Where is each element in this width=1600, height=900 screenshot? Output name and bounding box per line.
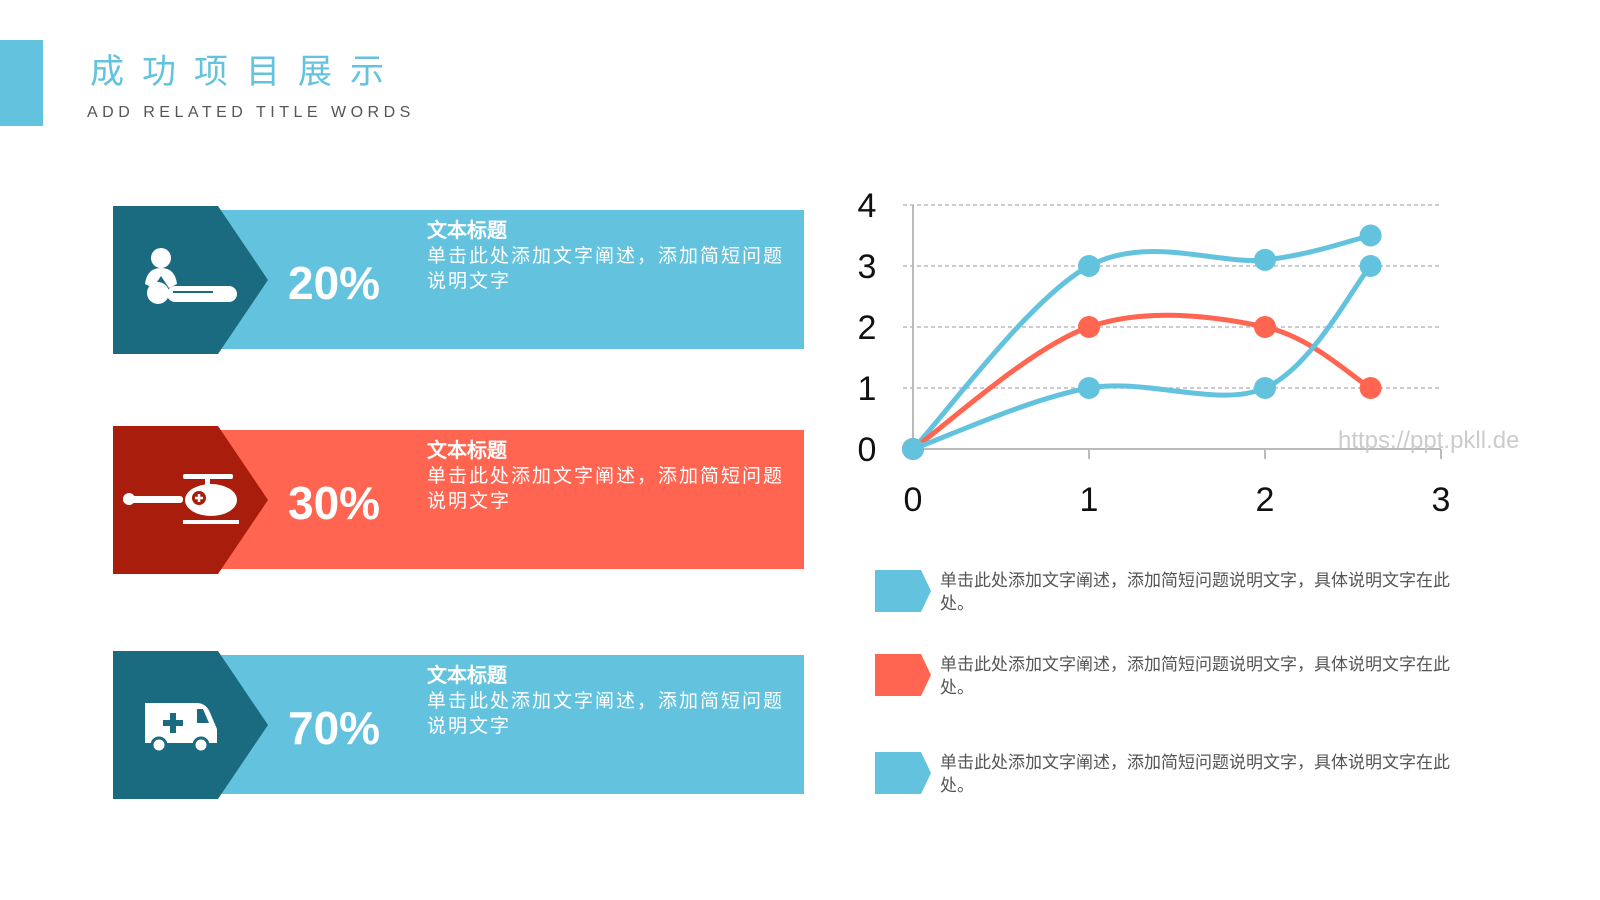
x-tick-label: 3	[1432, 481, 1451, 519]
cpr-person-icon	[145, 248, 237, 304]
series-line-2	[912, 264, 1373, 452]
card-title: 文本标题	[427, 663, 507, 687]
y-tick-label: 4	[858, 187, 877, 225]
legend-marker	[875, 570, 931, 612]
data-point	[902, 438, 924, 460]
data-point	[1359, 255, 1382, 277]
x-tick-label: 1	[1080, 481, 1099, 519]
data-point	[1254, 316, 1276, 338]
card-title: 文本标题	[427, 438, 507, 462]
legend-text: 单击此处添加文字阐述，添加简短问题说明文字，具体说明文字在此处。	[940, 655, 1450, 698]
card-description: 单击此处添加文字阐述，添加简短问题说明文字	[427, 690, 785, 737]
legend-text: 单击此处添加文字阐述，添加简短问题说明文字，具体说明文字在此处。	[940, 571, 1450, 614]
series-line-1	[911, 312, 1372, 452]
legend-marker	[875, 752, 931, 794]
legend-marker	[875, 654, 931, 696]
stat-card: 70% 文本标题 单击此处添加文字阐述，添加简短问题说明文字	[113, 651, 804, 799]
data-point	[1359, 224, 1382, 247]
card-bar	[213, 430, 804, 569]
title-accent-bar	[0, 40, 43, 126]
data-point	[1254, 248, 1276, 271]
page-title: 成功项目展示	[90, 52, 402, 92]
x-tick-label: 2	[1256, 481, 1275, 519]
data-point	[1078, 255, 1100, 277]
stat-card: 30% 文本标题 单击此处添加文字阐述，添加简短问题说明文字	[113, 426, 804, 574]
card-description: 单击此处添加文字阐述，添加简短问题说明文字	[427, 245, 785, 292]
card-bar	[213, 210, 804, 349]
data-point	[1254, 377, 1276, 399]
legend-item: 单击此处添加文字阐述，添加简短问题说明文字，具体说明文字在此处。	[875, 570, 1475, 615]
card-description: 单击此处添加文字阐述，添加简短问题说明文字	[427, 465, 785, 512]
card-chevron	[113, 206, 268, 354]
line-chart: 0 1 2 3 4 0 1 2 3 https://ppt.pkll.de	[858, 187, 1520, 519]
card-percent: 70%	[288, 702, 381, 754]
ambulance-icon	[145, 703, 217, 754]
card-percent: 30%	[288, 477, 381, 529]
legend-item: 单击此处添加文字阐述，添加简短问题说明文字，具体说明文字在此处。	[875, 752, 1475, 797]
data-point	[1359, 377, 1382, 399]
watermark: https://ppt.pkll.de	[1338, 427, 1519, 454]
page-subtitle: ADD RELATED TITLE WORDS	[87, 104, 415, 121]
stat-card: 20% 文本标题 单击此处添加文字阐述，添加简短问题说明文字	[113, 206, 804, 354]
y-tick-label: 1	[858, 370, 877, 408]
legend-item: 单击此处添加文字阐述，添加简短问题说明文字，具体说明文字在此处。	[875, 654, 1475, 699]
y-tick-label: 0	[858, 431, 877, 469]
x-tick-label: 0	[904, 481, 923, 519]
data-point	[1078, 316, 1100, 338]
card-title: 文本标题	[427, 218, 507, 242]
card-percent: 20%	[288, 257, 381, 309]
legend-text: 单击此处添加文字阐述，添加简短问题说明文字，具体说明文字在此处。	[940, 753, 1450, 796]
y-tick-label: 3	[858, 248, 877, 286]
data-point	[1078, 377, 1100, 399]
helicopter-icon	[123, 474, 239, 524]
y-tick-label: 2	[858, 309, 877, 347]
series-line-0	[911, 233, 1372, 451]
card-bar	[213, 655, 804, 794]
